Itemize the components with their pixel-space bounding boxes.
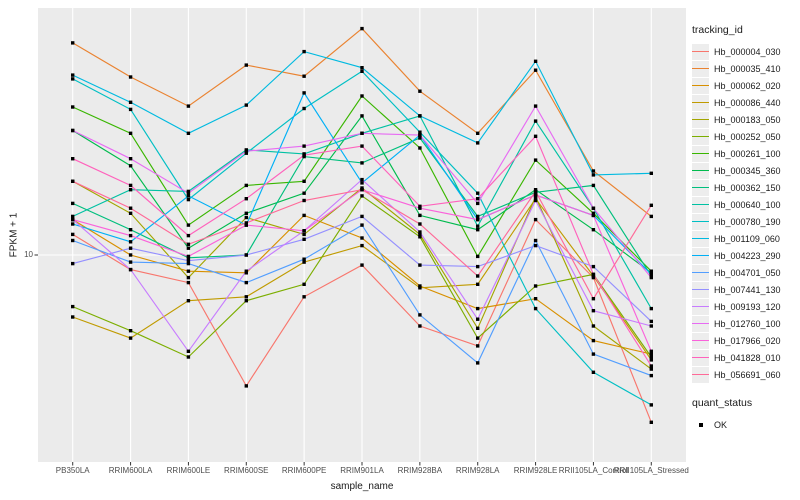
quant-status-legend: quant_status OK — [692, 397, 799, 433]
legend-item-Hb_000640_100: Hb_000640_100 — [692, 196, 799, 213]
legend-key-line-icon — [692, 111, 709, 128]
gridlines — [38, 8, 686, 462]
legend-label: Hb_004223_290 — [714, 250, 781, 261]
legend-key-line-icon — [692, 162, 709, 179]
legend-label: Hb_012760_100 — [714, 318, 781, 329]
legend-item-Hb_000183_050: Hb_000183_050 — [692, 111, 799, 128]
legend-label: Hb_000345_360 — [714, 165, 781, 176]
legend-key-line-icon — [692, 366, 709, 383]
legend-item-Hb_007441_130: Hb_007441_130 — [692, 281, 799, 298]
legend-key-line-icon — [692, 264, 709, 281]
legend-label: Hb_000035_410 — [714, 63, 781, 74]
legend-label: Hb_004701_050 — [714, 267, 781, 278]
ok-point-key-icon — [692, 417, 709, 433]
legend-key-line-icon — [692, 247, 709, 264]
x-tick-label-RRIM600SE: RRIM600SE — [224, 466, 269, 475]
x-tick-label-RRII105LA_Control: RRII105LA_Control — [558, 466, 629, 475]
legend-item-Hb_017966_020: Hb_017966_020 — [692, 332, 799, 349]
data-point-markers — [71, 26, 653, 424]
x-axis-title: sample_name — [330, 481, 394, 492]
plot-panel — [34, 8, 686, 466]
legend-label: Hb_056691_060 — [714, 369, 781, 380]
x-tick-label-RRIM928BA: RRIM928BA — [397, 466, 443, 475]
x-tick-label-RRIM600LA: RRIM600LA — [108, 466, 153, 475]
legend-key-line-icon — [692, 332, 709, 349]
legend-label: Hb_000183_050 — [714, 114, 781, 125]
legend-item-Hb_009193_120: Hb_009193_120 — [692, 298, 799, 315]
legend-label: Hb_000252_050 — [714, 131, 781, 142]
legend-item-Hb_041828_010: Hb_041828_010 — [692, 349, 799, 366]
legend-key-line-icon — [692, 128, 709, 145]
legend-key-line-icon — [692, 94, 709, 111]
legend-label: Hb_007441_130 — [714, 284, 781, 295]
legend-key-line-icon — [692, 349, 709, 366]
axis-ticks — [34, 254, 652, 466]
legend-label: Hb_000086_440 — [714, 97, 781, 108]
legend-label: Hb_000261_100 — [714, 148, 781, 159]
x-tick-label-RRII105LA_Stressed: RRII105LA_Stressed — [613, 466, 689, 475]
legend-label: Hb_041828_010 — [714, 352, 781, 363]
legend-key-line-icon — [692, 230, 709, 247]
legend-key-line-icon — [692, 60, 709, 77]
legend-item-Hb_000362_150: Hb_000362_150 — [692, 179, 799, 196]
legend-item-Hb_000035_410: Hb_000035_410 — [692, 60, 799, 77]
legend-label: Hb_001109_060 — [714, 233, 780, 244]
legend-label: Hb_017966_020 — [714, 335, 781, 346]
legend-item-Hb_000261_100: Hb_000261_100 — [692, 145, 799, 162]
legend-item-Hb_012760_100: Hb_012760_100 — [692, 315, 799, 332]
legend-key-line-icon — [692, 315, 709, 332]
legend-item-Hb_000345_360: Hb_000345_360 — [692, 162, 799, 179]
y-tick-label: 10 — [24, 250, 33, 259]
legend-label: Hb_009193_120 — [714, 301, 781, 312]
legend-label: Hb_000004_030 — [714, 46, 781, 57]
legend-item-Hb_004701_050: Hb_004701_050 — [692, 264, 799, 281]
legend-label: Hb_000640_100 — [714, 199, 781, 210]
legend-label-ok: OK — [714, 419, 728, 430]
plot-area-svg — [34, 8, 686, 466]
legend: tracking_id Hb_000004_030 Hb_000035_410 Hb… — [692, 24, 799, 433]
legend-key-line-icon — [692, 213, 709, 230]
legend-item-ok: OK — [692, 416, 799, 433]
legend-key-line-icon — [692, 298, 709, 315]
legend-label: Hb_000062_020 — [714, 80, 781, 91]
x-tick-label-RRIM600LE: RRIM600LE — [166, 466, 211, 475]
legend-key-line-icon — [692, 281, 709, 298]
legend-item-Hb_000252_050: Hb_000252_050 — [692, 128, 799, 145]
legend-key-line-icon — [692, 145, 709, 162]
x-tick-label-RRIM600PE: RRIM600PE — [281, 466, 327, 475]
legend-key-line-icon — [692, 43, 709, 60]
legend-item-Hb_056691_060: Hb_056691_060 — [692, 366, 799, 383]
legend-label: Hb_000362_150 — [714, 182, 781, 193]
tracking-id-legend-title: tracking_id — [692, 24, 743, 36]
x-tick-label-RRIM901LA: RRIM901LA — [340, 466, 384, 475]
legend-item-Hb_004223_290: Hb_004223_290 — [692, 247, 799, 264]
x-tick-label-RRIM928LA: RRIM928LA — [455, 466, 500, 475]
legend-label: Hb_000780_190 — [714, 216, 781, 227]
legend-key-line-icon — [692, 77, 709, 94]
legend-item-Hb_000780_190: Hb_000780_190 — [692, 213, 799, 230]
legend-item-Hb_000086_440: Hb_000086_440 — [692, 94, 799, 111]
y-axis-title: FPKM + 1 — [8, 212, 20, 258]
legend-item-Hb_000062_020: Hb_000062_020 — [692, 77, 799, 94]
legend-item-Hb_001109_060: Hb_001109_060 — [692, 230, 799, 247]
legend-key-line-icon — [692, 179, 709, 196]
x-tick-label-PB350LA: PB350LA — [55, 466, 90, 475]
tracking-id-legend-entries: Hb_000004_030 Hb_000035_410 Hb_000062_020 H… — [692, 43, 799, 383]
legend-key-line-icon — [692, 196, 709, 213]
legend-item-Hb_000004_030: Hb_000004_030 — [692, 43, 799, 60]
x-tick-label-RRIM928LE: RRIM928LE — [513, 466, 558, 475]
quant-status-legend-title: quant_status — [692, 397, 753, 409]
